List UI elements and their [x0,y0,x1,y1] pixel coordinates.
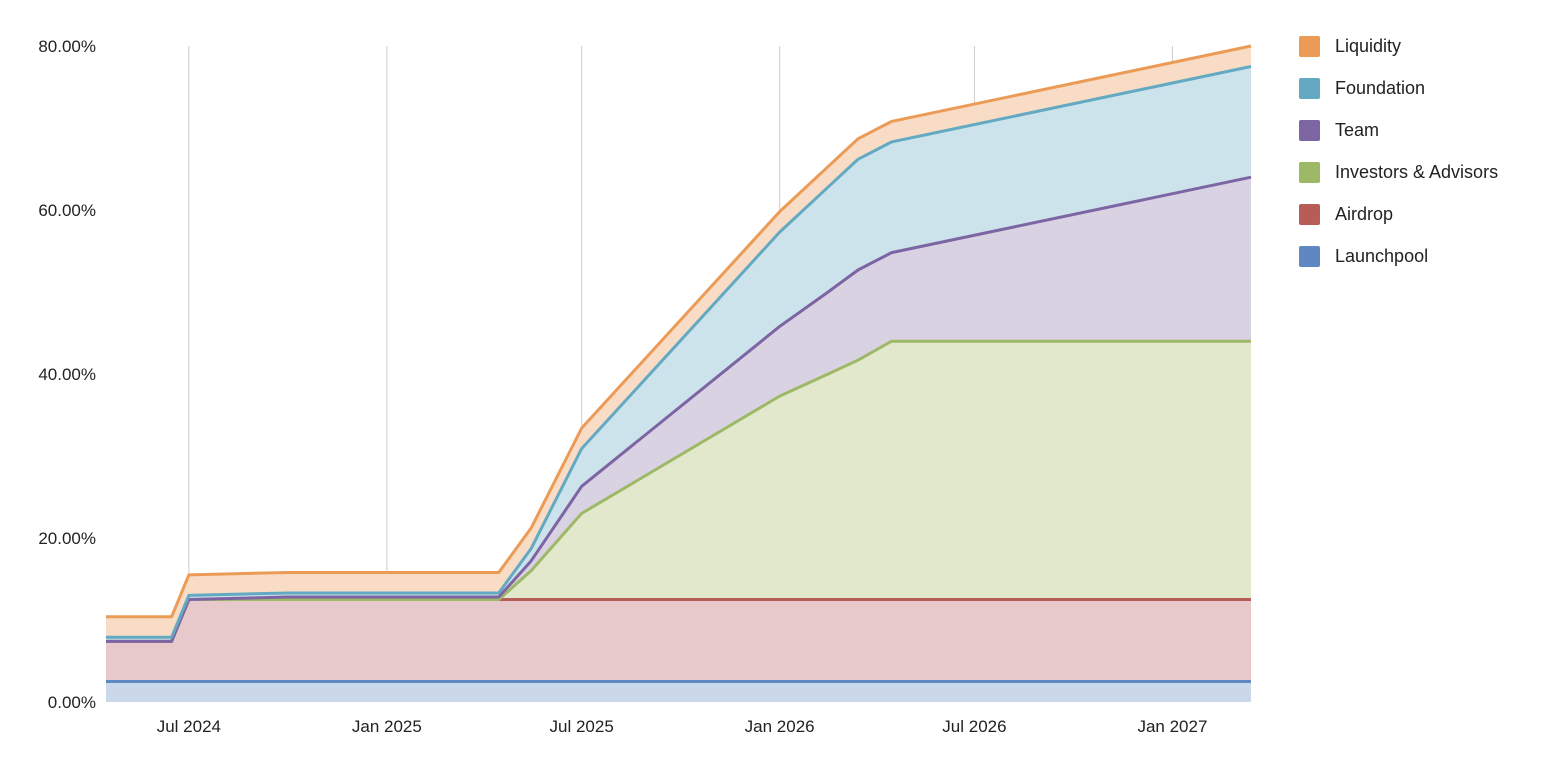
x-tick-label: Jan 2025 [352,717,422,736]
legend-label: Airdrop [1335,204,1393,224]
stacked-areas [106,46,1251,702]
legend-item-liquidity: Liquidity [1299,36,1401,57]
legend-swatch [1299,162,1320,183]
legend-swatch [1299,120,1320,141]
area-airdrop [106,599,1251,682]
legend-item-team: Team [1299,120,1379,141]
legend-item-airdrop: Airdrop [1299,204,1393,225]
x-tick-label: Jan 2026 [745,717,815,736]
legend: Liquidity Foundation Team Investors & Advis… [1299,36,1498,267]
legend-label: Investors & Advisors [1335,162,1498,182]
x-tick-label: Jul 2025 [550,717,614,736]
x-tick-label: Jul 2024 [157,717,221,736]
y-tick-label: 20.00% [38,529,96,548]
legend-label: Foundation [1335,78,1425,98]
legend-swatch [1299,246,1320,267]
line-team [106,175,1252,643]
legend-swatch [1299,204,1320,225]
legend-label: Liquidity [1335,36,1401,56]
y-tick-label: 60.00% [38,201,96,220]
x-tick-label: Jan 2027 [1137,717,1207,736]
legend-swatch [1299,36,1320,57]
y-tick-label: 80.00% [38,37,96,56]
x-tick-label: Jul 2026 [942,717,1006,736]
area-investors-advisors [106,341,1251,642]
legend-item-foundation: Foundation [1299,78,1425,99]
y-tick-label: 40.00% [38,365,96,384]
legend-label: Launchpool [1335,246,1428,266]
legend-item-launchpool: Launchpool [1299,246,1428,267]
area-launchpool [106,681,1251,702]
x-axis: Jul 2024 Jan 2025 Jul 2025 Jan 2026 Jul 2026… [157,717,1208,736]
legend-label: Team [1335,120,1379,140]
area-foundation [106,66,1251,642]
line-foundation [106,65,1252,639]
series-lines [106,44,1252,683]
y-axis: 0.00% 20.00% 40.00% 60.00% 80.00% [38,37,96,712]
line-liquidity [106,44,1252,619]
y-tick-label: 0.00% [48,693,96,712]
legend-item-investors-advisors: Investors & Advisors [1299,162,1498,183]
legend-swatch [1299,78,1320,99]
